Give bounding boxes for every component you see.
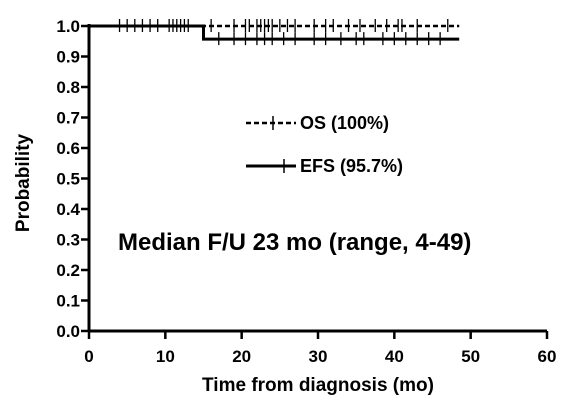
- y-tick-label: 0.4: [56, 200, 80, 219]
- axes: 0.0 0.1 0.2 0.3 0.4 0.5 0.6 0.7 0.8 0.9 1.0 0 10 20 30…: [56, 17, 556, 366]
- legend-os-label: OS (100%): [300, 113, 389, 133]
- series-layer: [89, 19, 460, 46]
- x-axis-title: Time from diagnosis (mo): [202, 375, 434, 396]
- y-tick-label: 0.5: [56, 170, 80, 189]
- x-tick-label: 60: [538, 347, 557, 366]
- y-tick-label: 0.9: [56, 48, 80, 67]
- y-axis-title: Probability: [13, 133, 34, 232]
- x-tick-label: 40: [385, 347, 404, 366]
- y-tick-label: 0.7: [56, 109, 80, 128]
- x-tick-label: 50: [461, 347, 480, 366]
- legend-efs-label: EFS (95.7%): [300, 156, 403, 176]
- x-tick-label: 20: [232, 347, 251, 366]
- median-followup-annotation: Median F/U 23 mo (range, 4-49): [118, 229, 471, 256]
- y-tick-label: 0.2: [56, 261, 80, 280]
- y-tick-label: 0.0: [56, 322, 80, 341]
- x-tick-label: 10: [156, 347, 175, 366]
- y-tick-label: 0.8: [56, 78, 80, 97]
- x-tick-label: 30: [309, 347, 328, 366]
- y-tick-label: 1.0: [56, 17, 80, 36]
- y-tick-label: 0.3: [56, 231, 80, 250]
- x-tick-label: 0: [84, 347, 93, 366]
- y-tick-label: 0.1: [56, 292, 80, 311]
- y-tick-label: 0.6: [56, 139, 80, 158]
- legend: OS (100%) EFS (95.7%): [246, 113, 403, 176]
- efs-curve: [89, 24, 460, 41]
